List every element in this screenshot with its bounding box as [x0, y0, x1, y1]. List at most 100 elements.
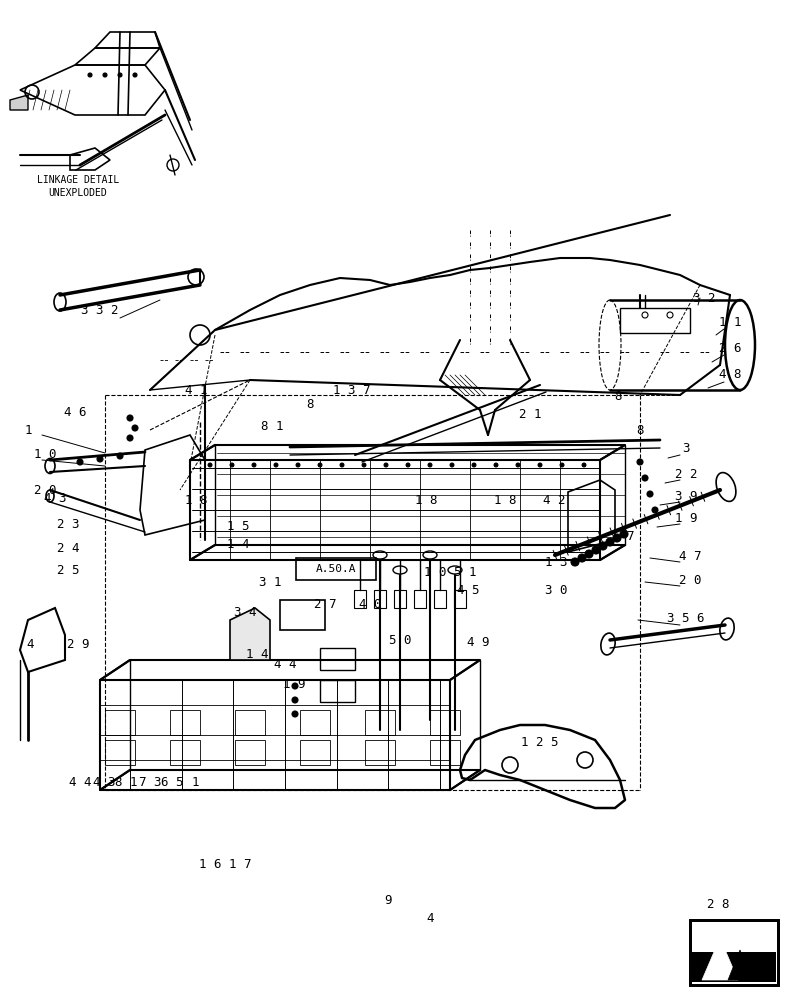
Text: 4 6: 4 6: [63, 406, 86, 418]
Circle shape: [77, 459, 83, 465]
Text: 1 1: 1 1: [719, 316, 741, 328]
Text: 2 8: 2 8: [706, 898, 729, 912]
Circle shape: [318, 463, 322, 467]
Text: 1 4: 1 4: [246, 648, 268, 662]
Bar: [690, 920, 778, 985]
Circle shape: [472, 463, 476, 467]
Circle shape: [560, 463, 564, 467]
Circle shape: [538, 463, 542, 467]
Bar: [374, 590, 386, 608]
Circle shape: [103, 73, 107, 77]
Polygon shape: [230, 608, 270, 660]
Text: 1 2 5: 1 2 5: [521, 736, 558, 748]
Text: 3 3 2: 3 3 2: [82, 304, 119, 316]
Text: 1: 1: [25, 424, 32, 436]
Text: 3 1: 3 1: [259, 576, 281, 588]
Text: 2 6: 2 6: [719, 342, 741, 355]
Text: 1 8: 1 8: [415, 493, 437, 506]
Text: 3 4: 3 4: [234, 605, 257, 618]
Text: 4 2: 4 2: [543, 493, 565, 506]
Text: 4 5: 4 5: [457, 584, 479, 596]
Bar: [430, 710, 460, 735]
Circle shape: [252, 463, 256, 467]
Text: 9: 9: [384, 894, 392, 906]
Circle shape: [118, 73, 122, 77]
Circle shape: [230, 463, 234, 467]
Text: 8: 8: [615, 389, 622, 402]
Text: LINKAGE DETAIL: LINKAGE DETAIL: [37, 175, 119, 185]
Bar: [692, 952, 776, 982]
Text: 8: 8: [307, 398, 314, 412]
Circle shape: [340, 463, 344, 467]
Polygon shape: [10, 95, 28, 110]
Text: 4 9: 4 9: [466, 636, 489, 648]
Text: 4 4: 4 4: [274, 658, 296, 672]
Text: 4 7: 4 7: [679, 550, 701, 562]
Bar: [365, 710, 395, 735]
Circle shape: [292, 683, 298, 689]
Circle shape: [620, 530, 628, 538]
Bar: [354, 590, 366, 608]
Circle shape: [208, 463, 212, 467]
Circle shape: [127, 435, 133, 441]
Circle shape: [613, 534, 621, 542]
Circle shape: [516, 463, 520, 467]
Text: 2 2: 2 2: [675, 468, 697, 481]
Bar: [434, 590, 446, 608]
Text: 3: 3: [682, 442, 690, 454]
Circle shape: [578, 554, 586, 562]
Bar: [170, 740, 200, 765]
Bar: [300, 740, 330, 765]
Bar: [414, 590, 426, 608]
Text: 3 2: 3 2: [693, 292, 715, 304]
Text: 1 3: 1 3: [545, 556, 567, 568]
Bar: [454, 590, 466, 608]
Text: 1 0 5 1: 1 0 5 1: [424, 566, 476, 578]
Text: 3 5 6: 3 5 6: [667, 611, 705, 624]
Text: UNEXPLODED: UNEXPLODED: [48, 188, 108, 198]
Text: 5 0: 5 0: [389, 634, 411, 647]
Text: 4 3: 4 3: [44, 491, 67, 504]
Circle shape: [88, 73, 92, 77]
Circle shape: [599, 542, 607, 550]
Text: 3 0: 3 0: [545, 584, 567, 596]
Circle shape: [296, 463, 300, 467]
Circle shape: [582, 463, 586, 467]
Bar: [620, 308, 690, 333]
Text: 8: 8: [636, 424, 644, 436]
Text: 1 8: 1 8: [185, 493, 208, 506]
Text: 1 8: 1 8: [493, 493, 516, 506]
Bar: [430, 740, 460, 765]
Circle shape: [585, 550, 593, 558]
Text: 7 3: 7 3: [139, 776, 162, 790]
Text: 4: 4: [26, 638, 34, 650]
Circle shape: [428, 463, 432, 467]
Bar: [320, 648, 355, 670]
Text: 4 1: 4 1: [185, 383, 208, 396]
Circle shape: [571, 558, 579, 566]
Text: 6 5: 6 5: [161, 776, 183, 790]
Text: A.50.A: A.50.A: [316, 564, 356, 574]
Polygon shape: [728, 950, 752, 980]
Text: 8 1: 8 1: [261, 420, 284, 434]
Text: 1 9: 1 9: [675, 512, 697, 524]
Text: 1 4: 1 4: [227, 538, 249, 552]
Text: 4 0: 4 0: [359, 597, 381, 610]
Text: 4 3: 4 3: [93, 776, 116, 790]
Bar: [280, 600, 325, 630]
Circle shape: [637, 459, 643, 465]
Text: 8 1: 8 1: [115, 776, 137, 790]
Bar: [296, 558, 376, 580]
Text: 4 8: 4 8: [719, 368, 741, 381]
Text: 2 0: 2 0: [34, 484, 56, 496]
Circle shape: [292, 697, 298, 703]
Bar: [394, 590, 406, 608]
Circle shape: [450, 463, 454, 467]
Text: 2 5: 2 5: [57, 564, 79, 576]
Text: 2 1: 2 1: [519, 408, 541, 422]
Bar: [300, 710, 330, 735]
Bar: [320, 680, 355, 702]
Text: 2 0: 2 0: [679, 574, 701, 586]
Text: 1 0: 1 0: [34, 448, 56, 462]
Circle shape: [606, 538, 614, 546]
